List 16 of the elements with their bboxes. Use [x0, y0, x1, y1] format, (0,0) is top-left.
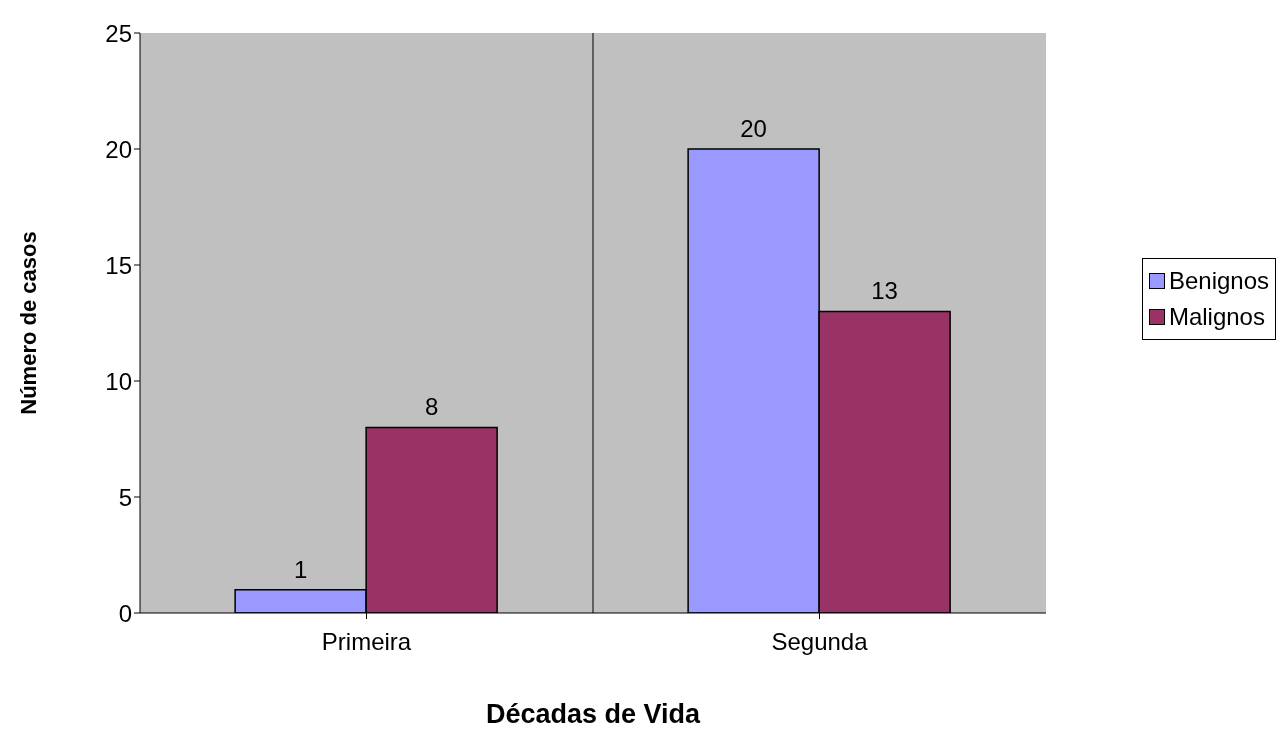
- y-tick-label: 10: [105, 367, 132, 395]
- y-tick-label: 15: [105, 251, 132, 279]
- x-axis-title: Décadas de Vida: [485, 699, 702, 729]
- y-axis-title: Número de casos: [15, 231, 41, 415]
- data-label: 20: [740, 115, 767, 142]
- x-tick-label: Primeira: [321, 628, 412, 656]
- y-tick-label: 5: [118, 483, 132, 511]
- legend-label: Benignos: [1168, 266, 1269, 296]
- data-label: 8: [424, 393, 439, 421]
- y-tick-label: 0: [118, 599, 132, 627]
- data-label: 13: [871, 277, 898, 305]
- x-tick-label: Segunda: [771, 628, 869, 656]
- legend-label: Malignos: [1168, 302, 1265, 332]
- data-label: 1: [293, 555, 308, 583]
- y-tick-label: 20: [105, 135, 132, 163]
- y-tick-label: 25: [105, 19, 132, 47]
